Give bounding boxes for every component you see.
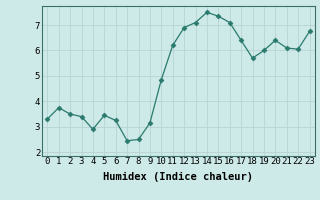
X-axis label: Humidex (Indice chaleur): Humidex (Indice chaleur) bbox=[103, 172, 253, 182]
